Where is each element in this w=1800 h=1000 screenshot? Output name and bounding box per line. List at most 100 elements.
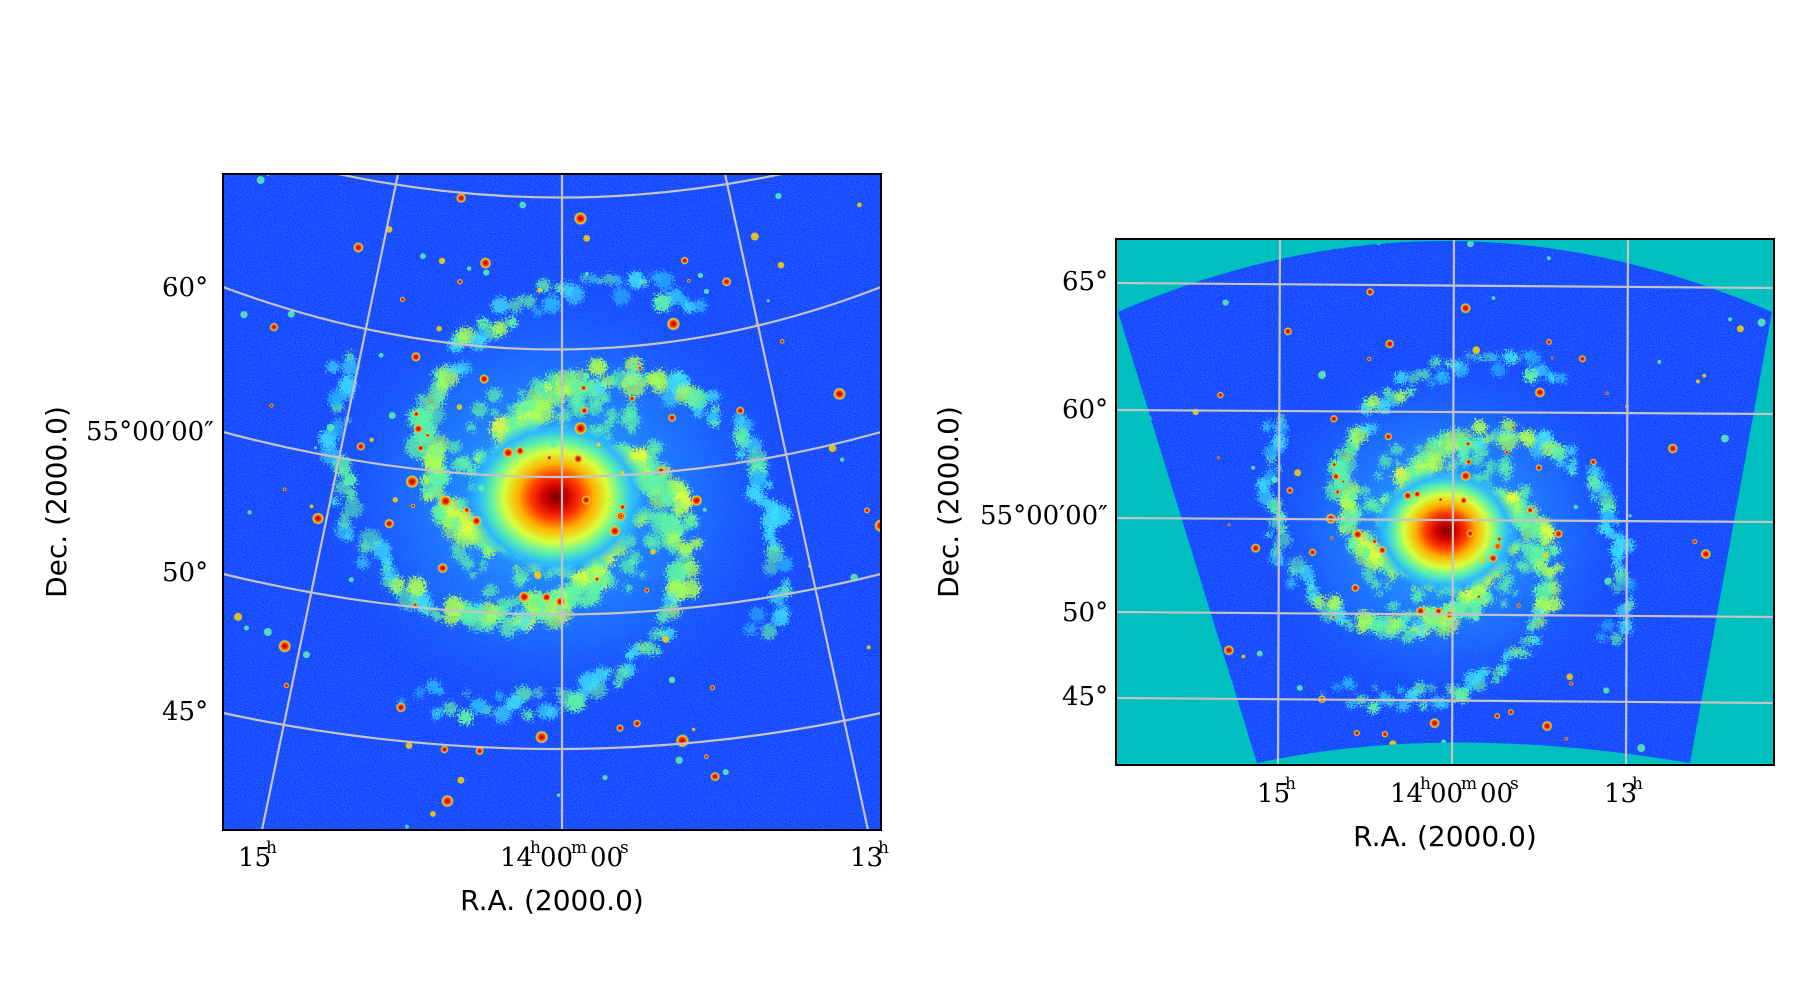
star-point — [874, 519, 881, 533]
ra-tick-label: 13 h — [1604, 774, 1643, 809]
dec-tick-label: 50° — [162, 558, 208, 588]
star-point — [1465, 441, 1471, 447]
star-point — [686, 278, 691, 283]
arm-knot — [500, 621, 516, 638]
disk-knot — [1500, 600, 1508, 608]
disk-knot — [1530, 546, 1536, 553]
svg-text:h: h — [266, 838, 277, 858]
field-star — [326, 423, 335, 432]
star-point — [515, 446, 525, 456]
field-star — [828, 444, 837, 453]
svg-text:00: 00 — [590, 843, 623, 873]
arm-knot — [706, 389, 720, 403]
field-star — [541, 604, 547, 610]
arm-knot — [1332, 682, 1341, 692]
field-star — [263, 628, 272, 636]
dec-tick-label: 60° — [162, 273, 208, 303]
arm-knot — [536, 703, 553, 720]
arm-knot — [1523, 368, 1539, 383]
field-star — [697, 272, 704, 279]
star-point — [1331, 615, 1336, 620]
arm-knot — [1419, 701, 1428, 710]
arm-knot — [326, 360, 340, 374]
star-point — [721, 276, 732, 287]
arm-knot — [1396, 686, 1405, 694]
arm-knot — [693, 406, 705, 419]
field-star — [303, 651, 310, 659]
star-point — [1353, 729, 1361, 737]
arm-knot — [639, 278, 649, 288]
disk-knot — [534, 609, 547, 622]
arm-knot — [1345, 618, 1352, 625]
star-point — [580, 384, 587, 392]
dec-grid-line — [223, 572, 881, 616]
arm-knot — [556, 687, 565, 696]
right-panel: 65° 60° 55°00′00″ 50° 45° 15 h 14 h 00 m… — [932, 238, 1775, 853]
dec-tick-label: 45° — [162, 697, 208, 727]
arm-knot — [1526, 622, 1537, 632]
field-star — [234, 612, 242, 621]
arm-knot — [344, 488, 357, 501]
field-star — [1296, 685, 1303, 691]
arm-knot — [651, 377, 669, 394]
left-frame — [222, 173, 882, 831]
field-star — [775, 193, 782, 200]
arm-knot — [1566, 445, 1577, 456]
field-star — [483, 269, 490, 276]
disk-knot — [1349, 513, 1359, 523]
star-point — [269, 322, 279, 332]
field-star — [583, 235, 591, 242]
star-point — [573, 454, 583, 464]
arm-knot — [613, 276, 623, 286]
arm-knot — [694, 299, 707, 313]
star-point — [278, 639, 292, 653]
star-point — [1329, 414, 1338, 423]
disk-knot — [461, 556, 475, 570]
star-point — [479, 373, 490, 385]
field-star — [703, 288, 710, 294]
field-star — [256, 176, 265, 185]
disk-knot — [578, 596, 591, 608]
arm-knot — [1446, 683, 1453, 690]
disk-knot — [648, 463, 657, 472]
star-point — [666, 317, 681, 331]
star-point — [440, 745, 449, 754]
disk-knot — [484, 583, 498, 597]
star-point — [352, 242, 364, 253]
arm-knot — [1531, 635, 1542, 646]
star-point — [1286, 486, 1294, 495]
arm-knot — [1263, 444, 1278, 459]
star-point — [1667, 443, 1679, 454]
field-star — [1467, 241, 1474, 248]
arm-knot — [613, 678, 624, 688]
arm-knot — [359, 529, 381, 550]
star-point — [680, 256, 689, 265]
arm-knot — [424, 404, 445, 426]
arm-knot — [603, 273, 616, 286]
arm-knot — [1357, 425, 1365, 432]
star-point — [1216, 456, 1221, 460]
star-point — [1438, 497, 1443, 502]
disk-knot — [660, 532, 670, 542]
dec-grid-line — [1116, 408, 1774, 416]
star-point — [535, 730, 549, 744]
star-point — [1476, 594, 1481, 599]
arm-knot — [710, 419, 720, 428]
disk-knot — [448, 440, 462, 454]
star-point — [779, 338, 785, 344]
arm-knot — [506, 316, 518, 328]
field-star — [388, 412, 396, 419]
star-point — [1578, 354, 1587, 363]
disk-knot — [452, 547, 467, 562]
disk-knot — [431, 509, 447, 525]
field-star — [1256, 650, 1263, 657]
arm-knot — [494, 691, 504, 701]
disk-knot — [1442, 448, 1451, 457]
arm-knot — [667, 544, 679, 555]
dec-grid-line — [1116, 696, 1774, 705]
arm-knot — [1340, 456, 1357, 474]
field-star — [857, 202, 862, 208]
arm-knot — [1394, 390, 1407, 403]
star-point — [1605, 391, 1609, 396]
field-star — [1294, 469, 1302, 477]
